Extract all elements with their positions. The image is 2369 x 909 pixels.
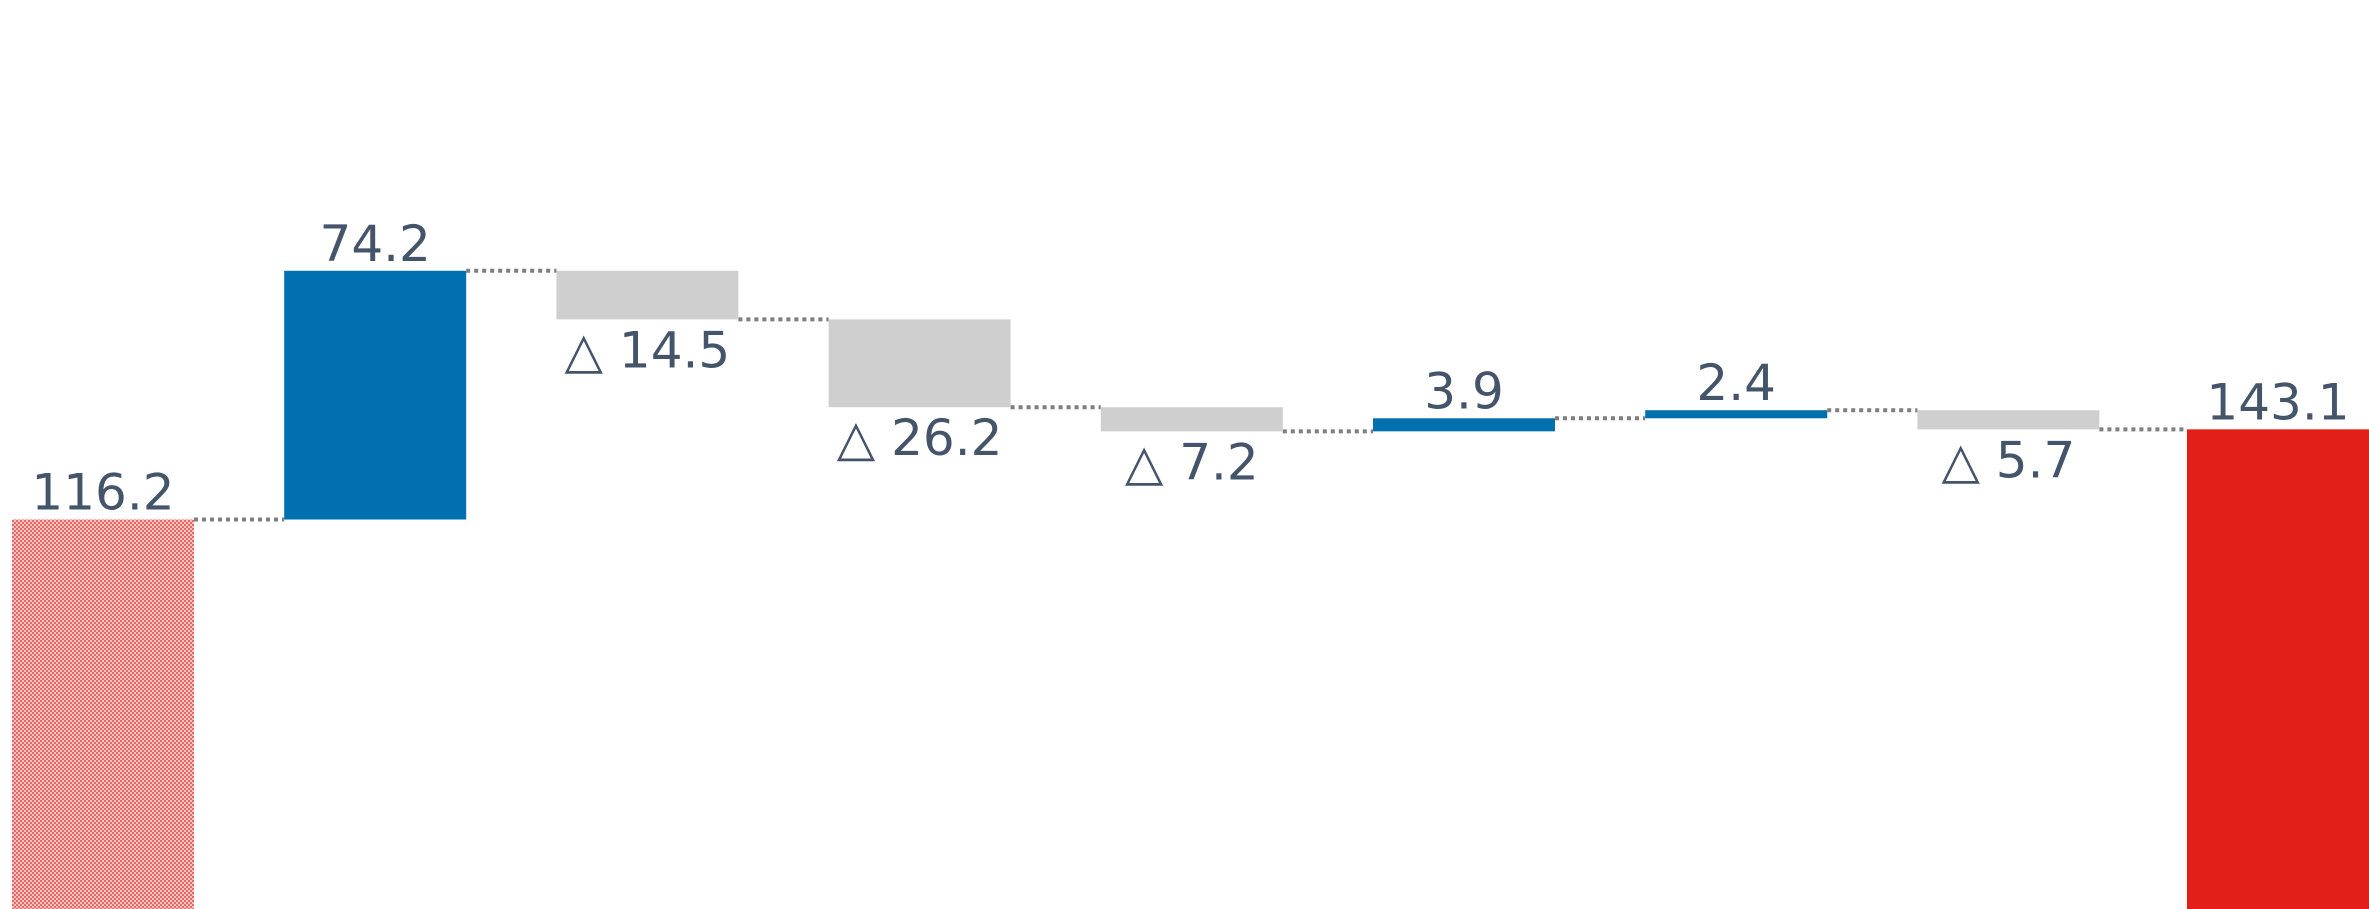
data-label-2: 74.2 [320,215,431,273]
connector-lines [194,268,2187,522]
bar-total-1 [12,519,194,909]
data-label-7: 2.4 [1696,354,1776,412]
data-label-5: △ 7.2 [1125,433,1259,491]
data-label-4: △ 26.2 [837,409,1003,467]
bar-total-9 [2187,429,2369,909]
data-label-1: 116.2 [31,463,174,521]
bar-increase-6 [1373,418,1555,432]
bar-decrease-5 [1100,407,1283,432]
data-label-8: △ 5.7 [1941,431,2075,489]
bar-decrease-3 [556,270,739,320]
bars [12,270,2369,909]
bar-increase-2 [284,270,467,520]
data-label-6: 3.9 [1424,362,1504,420]
bar-increase-7 [1645,410,1828,419]
data-label-3: △ 14.5 [565,321,731,379]
data-labels: 116.2 74.2 △ 14.5 △ 26.2 △ 7.2 3.9 2.4 △ 5.7 143… [31,215,2349,522]
data-label-9: 143.1 [2206,373,2349,431]
bar-decrease-4 [828,319,1011,408]
bar-decrease-8 [1917,410,2100,430]
